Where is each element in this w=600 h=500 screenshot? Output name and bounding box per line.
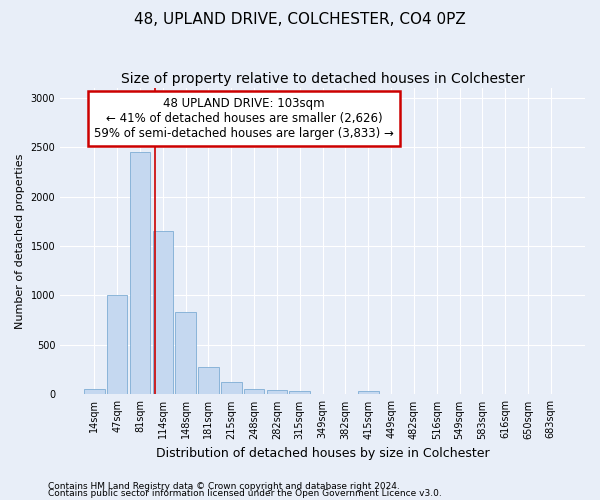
- Text: 48 UPLAND DRIVE: 103sqm
← 41% of detached houses are smaller (2,626)
59% of semi: 48 UPLAND DRIVE: 103sqm ← 41% of detache…: [94, 97, 394, 140]
- Text: Contains HM Land Registry data © Crown copyright and database right 2024.: Contains HM Land Registry data © Crown c…: [48, 482, 400, 491]
- Bar: [358, 391, 379, 394]
- Bar: [107, 296, 127, 394]
- Bar: [152, 231, 173, 394]
- Bar: [175, 312, 196, 394]
- Bar: [289, 391, 310, 394]
- X-axis label: Distribution of detached houses by size in Colchester: Distribution of detached houses by size …: [156, 447, 490, 460]
- Bar: [84, 390, 104, 394]
- Bar: [244, 389, 265, 394]
- Bar: [198, 367, 219, 394]
- Text: Contains public sector information licensed under the Open Government Licence v3: Contains public sector information licen…: [48, 490, 442, 498]
- Bar: [221, 382, 242, 394]
- Bar: [130, 152, 150, 394]
- Y-axis label: Number of detached properties: Number of detached properties: [15, 154, 25, 328]
- Text: 48, UPLAND DRIVE, COLCHESTER, CO4 0PZ: 48, UPLAND DRIVE, COLCHESTER, CO4 0PZ: [134, 12, 466, 28]
- Bar: [266, 390, 287, 394]
- Title: Size of property relative to detached houses in Colchester: Size of property relative to detached ho…: [121, 72, 524, 86]
